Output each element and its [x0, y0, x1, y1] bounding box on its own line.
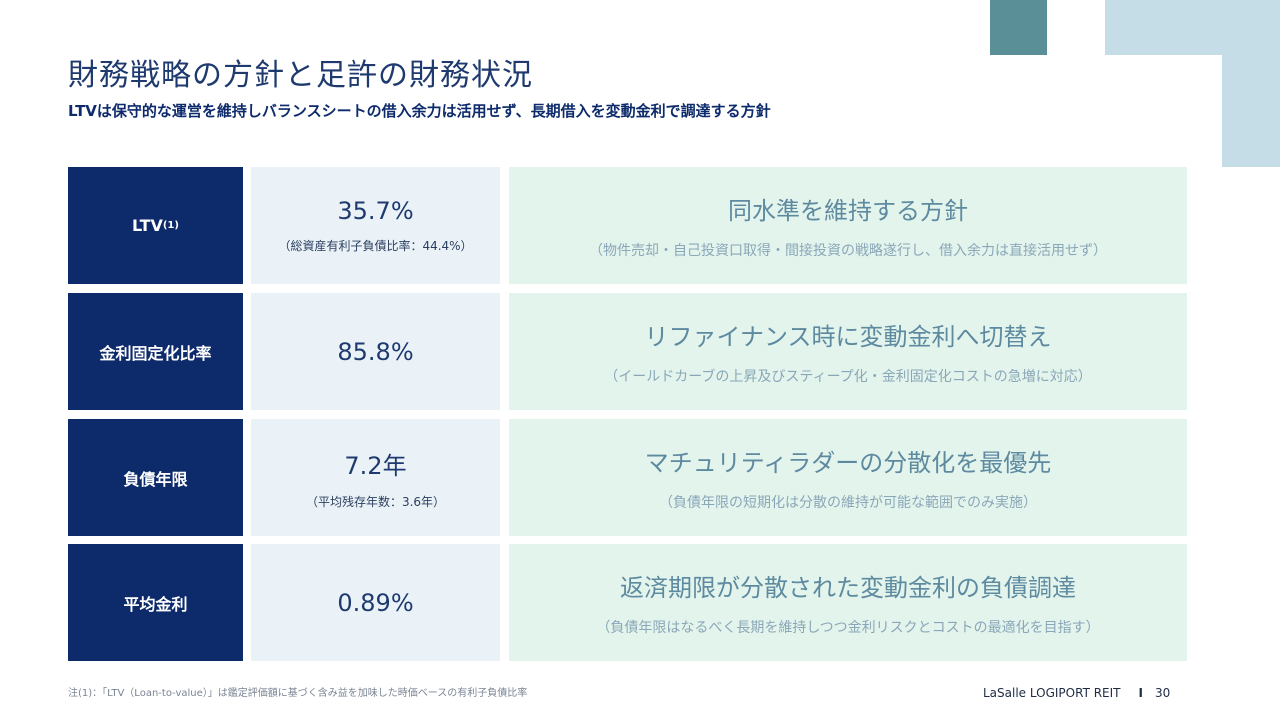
- table-row-fixed-rate-ratio: 金利固定化比率 85.8% リファイナンス時に変動金利へ切替え （イールドカーブ…: [68, 293, 1187, 410]
- row-label: 負債年限: [123, 469, 188, 489]
- row-policy-cell: マチュリティラダーの分散化を最優先 （負債年限の短期化は分散の維持が可能な範囲で…: [509, 419, 1187, 536]
- row-value-cell: 7.2年 （平均残存年数：3.6年）: [251, 419, 500, 536]
- page-number: 30: [1154, 686, 1171, 700]
- row-label: 金利固定化比率: [99, 343, 212, 363]
- row-policy: マチュリティラダーの分散化を最優先: [644, 449, 1052, 477]
- decorative-teal-block: [990, 0, 1047, 55]
- footer-separator: I: [1138, 686, 1143, 700]
- row-policy: 同水準を維持する方針: [728, 197, 968, 225]
- footnote: 注(1)：「LTV（Loan-to-value）」は鑑定評価額に基づく含み益を加…: [68, 688, 528, 699]
- table-row-ltv: LTV (1) 35.7% （総資産有利子負債比率：44.4%） 同水準を維持する…: [68, 167, 1187, 284]
- row-label-cell: 平均金利: [68, 544, 243, 661]
- row-policy-cell: リファイナンス時に変動金利へ切替え （イールドカーブの上昇及びスティープ化・金利…: [509, 293, 1187, 410]
- row-label: LTV: [132, 216, 163, 235]
- row-value-note: （平均残存年数：3.6年）: [305, 494, 446, 509]
- page-subtitle: LTVは保守的な運営を維持しバランスシートの借入余力は活用せず、長期借入を変動金…: [68, 102, 771, 120]
- row-value: 85.8%: [337, 337, 414, 366]
- table-row-debt-duration: 負債年限 7.2年 （平均残存年数：3.6年） マチュリティラダーの分散化を最優…: [68, 419, 1187, 536]
- row-policy-note: （物件売却・自己投資口取得・間接投資の戦略遂行し、借入余力は直接活用せず）: [589, 243, 1107, 259]
- row-policy-note: （イールドカーブの上昇及びスティープ化・金利固定化コストの急増に対応）: [604, 369, 1092, 385]
- brand-name: LaSalle LOGIPORT REIT: [983, 686, 1121, 700]
- row-policy-cell: 返済期限が分散された変動金利の負債調達 （負債年限はなるべく長期を維持しつつ金利…: [509, 544, 1187, 661]
- row-value-cell: 35.7% （総資産有利子負債比率：44.4%）: [251, 167, 500, 284]
- decorative-light-blue-block: [1105, 0, 1280, 55]
- decorative-light-blue-block-lower: [1222, 55, 1280, 167]
- row-value: 35.7%: [337, 197, 414, 225]
- row-label-cell: 負債年限: [68, 419, 243, 536]
- row-value-cell: 0.89%: [251, 544, 500, 661]
- row-policy-note: （負債年限の短期化は分散の維持が可能な範囲でのみ実施）: [659, 495, 1037, 511]
- row-label-cell: 金利固定化比率: [68, 293, 243, 410]
- page-title: 財務戦略の方針と足許の財務状況: [68, 58, 533, 93]
- row-policy: リファイナンス時に変動金利へ切替え: [644, 323, 1052, 351]
- row-policy-note: （負債年限はなるべく長期を維持しつつ金利リスクとコストの最適化を目指す）: [596, 620, 1100, 636]
- row-value: 0.89%: [337, 588, 414, 617]
- row-policy-cell: 同水準を維持する方針 （物件売却・自己投資口取得・間接投資の戦略遂行し、借入余力…: [509, 167, 1187, 284]
- row-label-cell: LTV (1): [68, 167, 243, 284]
- row-value-cell: 85.8%: [251, 293, 500, 410]
- row-value-note: （総資産有利子負債比率：44.4%）: [278, 239, 473, 253]
- footer-brand: LaSalle LOGIPORT REIT I 30: [983, 686, 1170, 700]
- row-value: 7.2年: [344, 451, 407, 480]
- row-label: 平均金利: [123, 594, 188, 614]
- row-policy: 返済期限が分散された変動金利の負債調達: [620, 574, 1076, 602]
- footnote-marker: (1): [162, 220, 179, 231]
- table-row-average-interest-rate: 平均金利 0.89% 返済期限が分散された変動金利の負債調達 （負債年限はなるべ…: [68, 544, 1187, 661]
